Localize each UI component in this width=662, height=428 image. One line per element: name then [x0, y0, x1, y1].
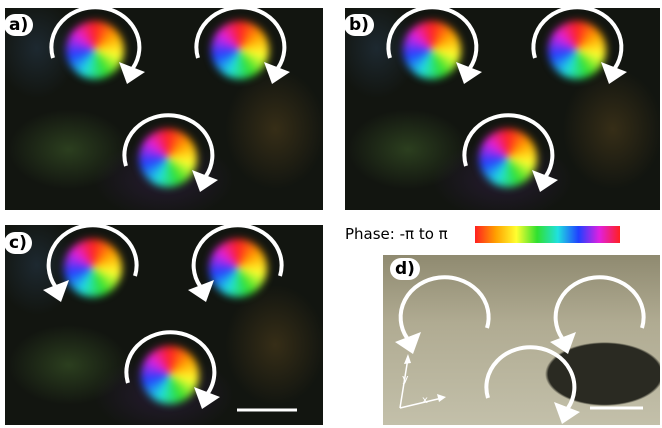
rotation-arrow — [196, 7, 290, 84]
rotation-arrow — [43, 225, 137, 302]
rotation-arrow — [388, 7, 482, 84]
axis-arrow — [400, 398, 442, 408]
rotation-arrow — [124, 115, 218, 192]
axis-arrow-head — [437, 394, 446, 402]
rotation-arrow — [533, 7, 627, 84]
axis-label: x — [422, 395, 428, 406]
figure: Phase: -π to π a) b) c) d) y x (() => { … — [0, 0, 662, 428]
rotation-arrow — [464, 115, 558, 192]
rotation-arrow — [550, 277, 644, 354]
axis-arrow-head — [404, 354, 411, 364]
rotation-arrow — [51, 7, 145, 84]
overlay: y x — [0, 0, 662, 428]
rotation-arrow — [188, 225, 282, 302]
axis-label: y — [402, 372, 409, 385]
rotation-arrow — [395, 277, 489, 354]
rotation-arrow — [126, 332, 220, 409]
rotation-arrow — [486, 347, 580, 424]
